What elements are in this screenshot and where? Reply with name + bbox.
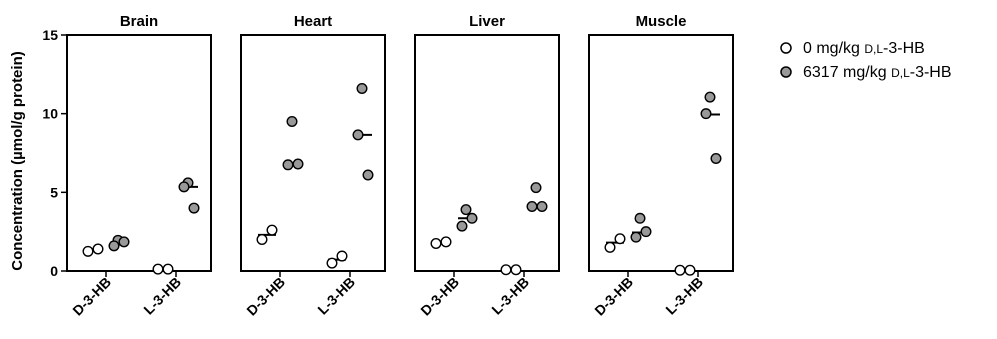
panel-frame	[66, 34, 212, 272]
legend-entry: 6317 mg/kg D,L-3-HB	[780, 64, 952, 81]
x-tick-label: D-3-HB	[69, 274, 114, 319]
data-point	[92, 243, 104, 255]
data-point	[460, 204, 472, 216]
data-point	[352, 129, 364, 141]
data-point	[640, 226, 652, 238]
y-tick-label: 5	[50, 184, 58, 200]
data-point	[466, 212, 478, 224]
x-tick-label: L-3-HB	[140, 274, 184, 318]
y-axis-title: Concentration (µmol/g protein)	[9, 51, 26, 270]
panel-muscle: Muscle D-3-HB L-3-HB	[588, 13, 734, 319]
y-tick-label: 15	[42, 27, 58, 43]
data-point	[684, 264, 696, 276]
data-point	[530, 182, 542, 194]
legend-label: 6317 mg/kg D,L-3-HB	[803, 64, 952, 81]
panels: Brain D-3-HB L-3-HB Heart D-3-HB L-3-HB Liver D…	[66, 13, 734, 319]
y-tick-label: 10	[42, 106, 58, 122]
x-tick-label: D-3-HB	[243, 274, 288, 319]
panel-frame	[588, 34, 734, 272]
y-axis: 0 5 10 15 Concentration (µmol/g protein)	[9, 27, 67, 279]
data-point	[526, 200, 538, 212]
panel-frame	[240, 34, 386, 272]
panel-brain: Brain D-3-HB L-3-HB	[66, 13, 212, 319]
legend-marker	[780, 42, 792, 54]
data-point	[710, 153, 722, 165]
panel-title: Liver	[469, 13, 505, 30]
data-point	[704, 91, 716, 103]
data-point	[440, 236, 452, 248]
x-tick-label: L-3-HB	[488, 274, 532, 318]
data-point	[256, 234, 268, 246]
data-point	[614, 233, 626, 245]
data-point	[630, 231, 642, 243]
x-tick-label: D-3-HB	[591, 274, 636, 319]
data-point	[700, 108, 712, 120]
data-point	[336, 250, 348, 262]
data-point	[326, 257, 338, 269]
data-point	[362, 169, 374, 181]
x-tick-label: L-3-HB	[662, 274, 706, 318]
legend-label: 0 mg/kg D,L-3-HB	[803, 40, 925, 57]
data-point	[162, 263, 174, 275]
data-point	[188, 202, 200, 214]
y-tick-label: 0	[50, 263, 58, 279]
panel-title: Muscle	[636, 13, 687, 30]
data-point	[604, 241, 616, 253]
data-point	[266, 224, 278, 236]
panel-title: Heart	[294, 13, 332, 30]
data-point	[430, 237, 442, 249]
data-point	[82, 245, 94, 257]
panel-heart: Heart D-3-HB L-3-HB	[240, 13, 386, 319]
data-point	[286, 116, 298, 128]
panel-frame	[414, 34, 560, 272]
data-point	[152, 263, 164, 275]
data-point	[500, 264, 512, 276]
data-point	[536, 200, 548, 212]
data-point	[118, 236, 130, 248]
x-tick-label: L-3-HB	[314, 274, 358, 318]
data-point	[292, 158, 304, 170]
legend: 0 mg/kg D,L-3-HB 6317 mg/kg D,L-3-HB	[780, 40, 952, 81]
panel-liver: Liver D-3-HB L-3-HB	[414, 13, 560, 319]
data-point	[634, 212, 646, 224]
panel-title: Brain	[120, 13, 158, 30]
data-point	[108, 240, 120, 252]
legend-marker	[780, 66, 792, 78]
data-point	[674, 264, 686, 276]
x-tick-label: D-3-HB	[417, 274, 462, 319]
data-point	[178, 181, 190, 193]
legend-entry: 0 mg/kg D,L-3-HB	[780, 40, 925, 57]
data-point	[282, 159, 294, 171]
data-point	[356, 82, 368, 94]
data-point	[456, 220, 468, 232]
data-point	[510, 264, 522, 276]
